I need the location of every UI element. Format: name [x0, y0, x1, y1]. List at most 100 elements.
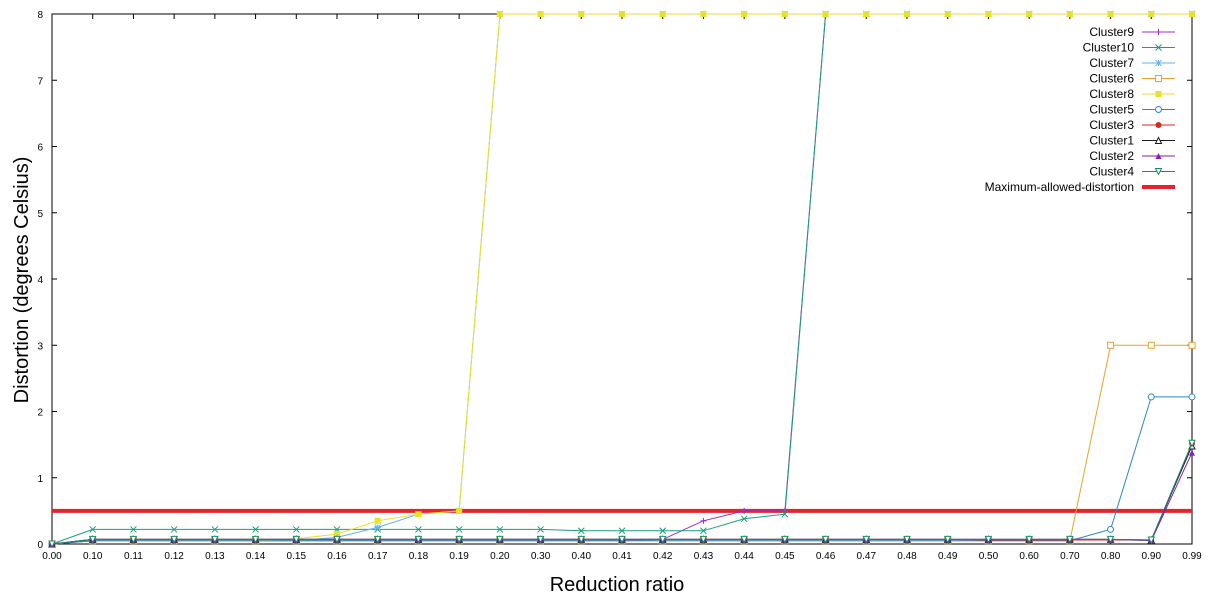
x-tick-label: 0.70 — [1060, 551, 1080, 562]
y-tick-label: 6 — [37, 143, 43, 154]
data-point — [537, 526, 544, 533]
data-point — [211, 535, 219, 544]
legend-item: Cluster6 — [1089, 72, 1175, 86]
data-point — [1147, 341, 1155, 349]
legend-label: Cluster4 — [1089, 165, 1134, 179]
x-tick-label: 0.15 — [287, 551, 307, 562]
data-point — [414, 535, 423, 544]
legend-label: Cluster9 — [1089, 25, 1134, 39]
data-point — [658, 535, 667, 544]
data-point — [1188, 341, 1196, 349]
series-line — [51, 443, 1193, 545]
series-cluster8 — [49, 11, 1195, 547]
legend-item: Cluster9 — [1089, 25, 1175, 39]
data-point — [903, 535, 911, 544]
data-point — [699, 535, 708, 544]
data-point — [292, 526, 300, 533]
y-tick-label: 4 — [37, 275, 43, 286]
data-point — [1066, 535, 1074, 544]
data-point — [333, 535, 341, 544]
x-tick-label: 0.80 — [1101, 551, 1121, 562]
data-point — [373, 535, 382, 544]
data-point — [700, 11, 707, 17]
data-point — [700, 527, 707, 535]
legend-item: Cluster7 — [1089, 56, 1175, 70]
data-point — [374, 524, 382, 531]
data-point — [1025, 535, 1033, 544]
data-point — [1155, 122, 1162, 128]
data-point — [496, 11, 503, 17]
data-point — [89, 526, 97, 533]
x-tick-label: 0.18 — [409, 551, 429, 562]
data-point — [740, 535, 748, 544]
data-point — [1154, 136, 1163, 144]
legend-item: Maximum-allowed-distortion — [985, 180, 1175, 194]
x-tick-label: 0.90 — [1142, 551, 1162, 562]
data-point — [1147, 536, 1156, 545]
data-point — [944, 11, 951, 17]
data-point — [862, 535, 871, 544]
data-point — [252, 526, 259, 533]
series-line — [51, 443, 1193, 545]
data-point — [618, 535, 626, 544]
x-tick-label: 0.19 — [449, 551, 469, 562]
x-tick-label: 0.48 — [897, 551, 917, 562]
data-point — [1148, 11, 1155, 17]
y-tick-label: 0 — [37, 540, 43, 551]
data-point — [129, 535, 138, 544]
y-tick-label: 7 — [37, 76, 43, 87]
data-point — [700, 517, 707, 524]
x-tick-label: 0.13 — [205, 551, 225, 562]
data-point — [619, 11, 625, 17]
data-point — [781, 535, 789, 544]
data-point — [1107, 525, 1115, 533]
legend-item: Cluster1 — [1089, 134, 1175, 148]
x-tick-label: 0.45 — [775, 551, 795, 562]
data-point — [781, 11, 788, 17]
data-point — [1155, 59, 1162, 67]
data-point — [456, 507, 463, 514]
data-point — [1107, 11, 1114, 17]
legend-label: Cluster1 — [1089, 134, 1134, 148]
x-tick-label: 0.40 — [572, 551, 592, 562]
data-point — [578, 11, 585, 17]
x-tick-label: 0.10 — [83, 551, 103, 562]
data-point — [536, 535, 545, 544]
data-point — [822, 11, 829, 17]
data-point — [863, 11, 870, 17]
data-point — [1106, 535, 1115, 544]
data-point — [415, 526, 422, 533]
data-point — [904, 11, 910, 17]
data-point — [740, 515, 748, 523]
ticks-group: 0.00 0.10 0.11 0.12 0.13 0.14 0.15 0.16 0.17 0.18… — [37, 10, 1202, 562]
data-point — [985, 11, 992, 17]
series-cluster10 — [48, 10, 1196, 548]
x-tick-label: 0.47 — [857, 551, 877, 562]
legend-group: Cluster9Cluster10Cluster7Cluster6Cluster… — [985, 25, 1175, 194]
legend-item: Cluster5 — [1089, 103, 1175, 117]
x-tick-label: 0.16 — [327, 551, 347, 562]
legend-label: Cluster6 — [1089, 72, 1134, 86]
axes-group — [51, 13, 1193, 545]
x-tick-label: 0.20 — [490, 551, 510, 562]
series-cluster4 — [48, 439, 1196, 549]
series-line — [51, 13, 1192, 545]
legend-label: Cluster5 — [1089, 103, 1134, 117]
legend-item: Cluster4 — [1089, 165, 1175, 179]
series-cluster9 — [49, 11, 1195, 547]
series-cluster7 — [48, 10, 1196, 548]
data-point — [1026, 11, 1033, 17]
data-point — [1155, 106, 1162, 113]
series-cluster2 — [49, 449, 1195, 547]
data-point — [537, 11, 544, 17]
x-tick-label: 0.43 — [694, 551, 714, 562]
legend-item: Cluster3 — [1089, 118, 1175, 132]
x-tick-label: 0.44 — [734, 551, 754, 562]
y-tick-label: 2 — [37, 408, 43, 419]
x-tick-label: 0.11 — [124, 551, 143, 562]
data-point — [943, 535, 952, 544]
data-point — [496, 535, 504, 544]
x-axis-title: Reduction ratio — [550, 574, 685, 596]
data-point — [1155, 29, 1162, 35]
